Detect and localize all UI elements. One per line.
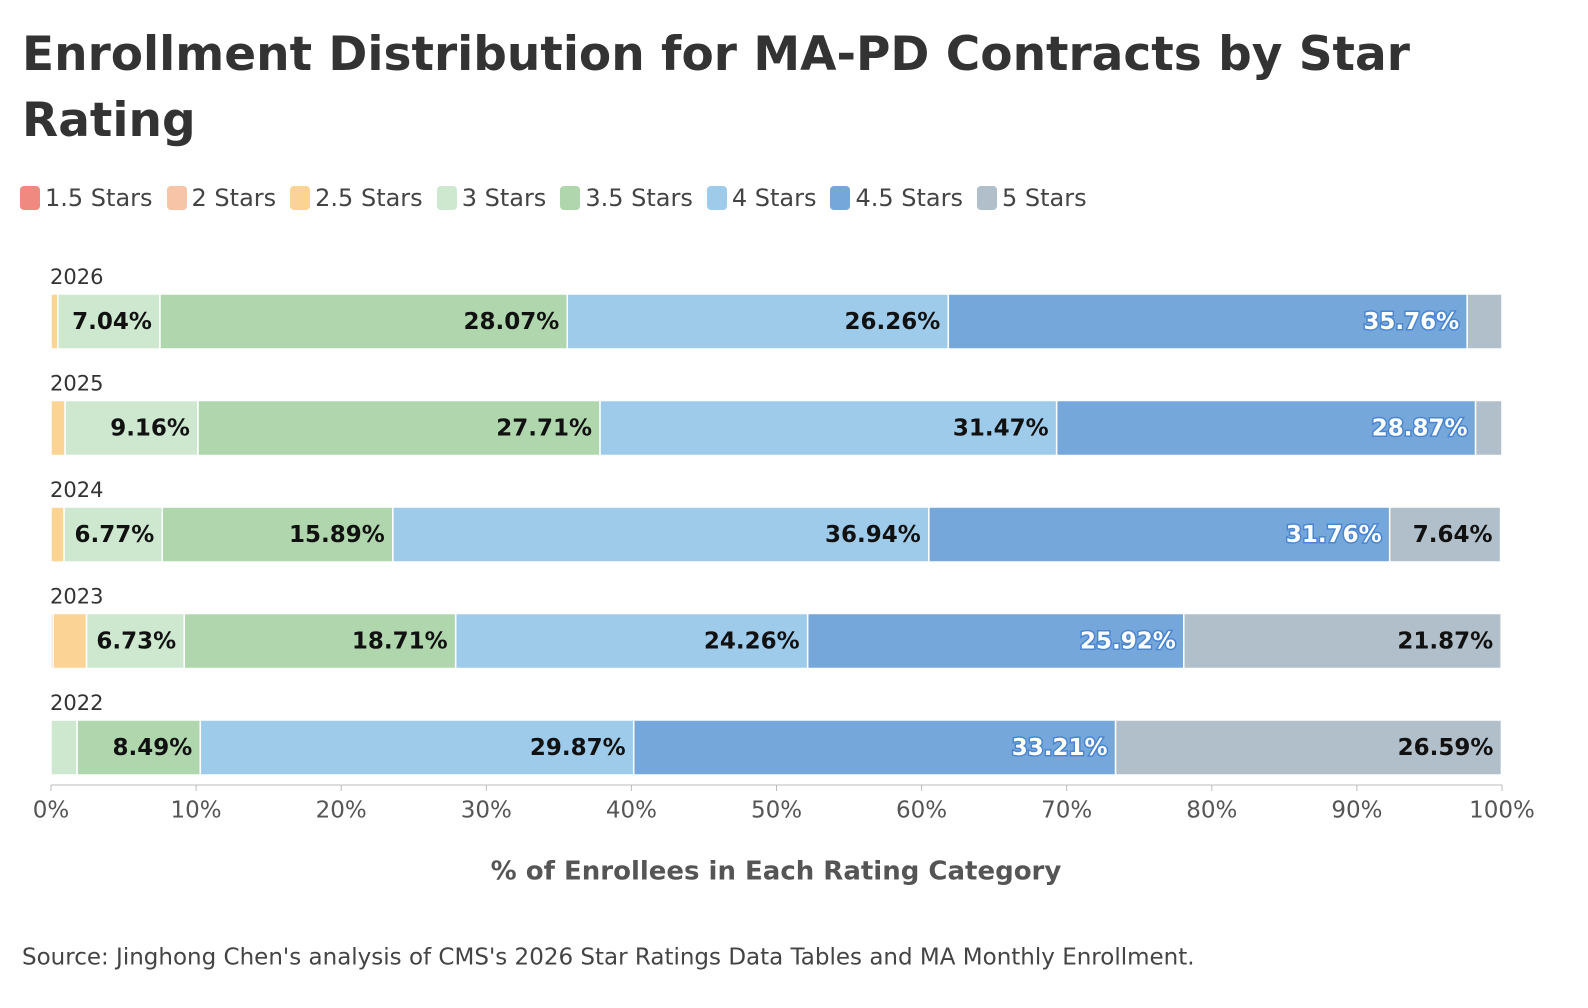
data-label: 29.87%: [530, 735, 626, 761]
bar-segment: [50, 293, 59, 350]
bar-segment: [183, 612, 457, 670]
x-tick-label: 20%: [316, 798, 367, 824]
x-tick-label: 50%: [751, 798, 802, 824]
bar-segment: [1474, 399, 1503, 457]
data-label: 35.76%: [1363, 309, 1459, 335]
legend-label: 4.5 Stars: [855, 184, 963, 212]
bar-segment: [50, 719, 78, 776]
x-tick-label: 30%: [461, 798, 512, 824]
y-tick-label: 2025: [50, 372, 103, 396]
x-axis-label: % of Enrollees in Each Rating Category: [491, 857, 1062, 887]
legend-label: 2.5 Stars: [315, 184, 423, 212]
data-label: 15.89%: [289, 522, 385, 548]
data-label: 26.26%: [845, 309, 941, 335]
bar-segment: [1183, 612, 1502, 670]
data-label: 31.76%: [1286, 522, 1382, 548]
bar-segment: [159, 293, 569, 350]
data-label: 9.16%: [110, 416, 190, 442]
legend-item: 3.5 Stars: [560, 184, 693, 212]
bar-segment: [1388, 506, 1502, 563]
legend-item: 2.5 Stars: [290, 184, 423, 212]
legend-label: 3 Stars: [461, 184, 547, 212]
x-tick-label: 80%: [1186, 798, 1237, 824]
legend-swatch: [290, 186, 311, 210]
y-tick-label: 2023: [50, 585, 103, 609]
data-label: 7.64%: [1413, 522, 1493, 548]
legend-item: 4.5 Stars: [830, 184, 963, 212]
data-label: 24.26%: [704, 629, 800, 655]
x-tick-label: 70%: [1041, 798, 1092, 824]
legend-swatch: [706, 186, 727, 210]
legend-swatch: [830, 186, 851, 210]
bar-segment: [50, 399, 66, 457]
data-label: 26.59%: [1398, 735, 1494, 761]
data-label: 36.94%: [825, 522, 921, 548]
x-tick-label: 100%: [1469, 798, 1535, 824]
data-label: 6.73%: [96, 629, 176, 655]
data-label: 31.47%: [953, 416, 1049, 442]
bar-segment: [599, 399, 1058, 457]
bar-segment: [199, 719, 635, 776]
bar-segment: [1466, 293, 1503, 350]
data-label: 33.21%: [1012, 735, 1108, 761]
legend-label: 2 Stars: [191, 184, 277, 212]
legend: 1.5 Stars 2 Stars 2.5 Stars 3 Stars 3.5 Star…: [20, 184, 1087, 212]
y-tick-label: 2022: [50, 691, 103, 715]
y-tick-label: 2024: [50, 478, 103, 502]
bar-segment: [1055, 399, 1477, 457]
x-tick-label: 0%: [33, 798, 70, 824]
x-tick-label: 90%: [1331, 798, 1382, 824]
legend-swatch: [166, 186, 187, 210]
bar-segment: [85, 612, 185, 670]
legend-swatch: [436, 186, 457, 210]
data-label: 28.07%: [463, 309, 559, 335]
bar-segment: [806, 612, 1185, 670]
legend-label: 1.5 Stars: [45, 184, 153, 212]
bar-segment: [947, 293, 1468, 350]
legend-swatch: [560, 186, 581, 210]
data-label: 25.92%: [1080, 629, 1176, 655]
chart-title: Enrollment Distribution for MA-PD Contra…: [22, 27, 1410, 148]
bar-segment: [454, 612, 809, 670]
bar-segment: [928, 506, 1391, 563]
x-tick-label: 10%: [171, 798, 222, 824]
bar-segment: [392, 506, 930, 563]
data-label: 18.71%: [352, 629, 448, 655]
data-label: 21.87%: [1397, 629, 1493, 655]
bar-segment: [197, 399, 601, 457]
source: Source: Jinghong Chen's analysis of CMS'…: [22, 945, 1195, 971]
legend-label: 4 Stars: [731, 184, 817, 212]
legend-swatch: [977, 186, 997, 210]
x-tick-label: 40%: [606, 798, 657, 824]
bar-segment: [161, 506, 394, 563]
bar-segment: [1114, 719, 1503, 776]
bar-segment: [50, 506, 65, 563]
legend-label: 5 Stars: [1002, 184, 1087, 212]
bar-segment: [57, 293, 161, 350]
legend-swatch: [20, 186, 40, 210]
bar-segment: [52, 612, 88, 670]
data-label: 8.49%: [113, 735, 193, 761]
legend-item: 4 Stars: [706, 184, 817, 212]
legend-item: 2 Stars: [166, 184, 277, 212]
legend-item: 5 Stars: [977, 184, 1087, 212]
data-label: 28.87%: [1372, 416, 1468, 442]
legend-item: 3 Stars: [436, 184, 547, 212]
bar-segment: [64, 399, 199, 457]
legend-item: 1.5 Stars: [20, 184, 153, 212]
data-label: 7.04%: [72, 309, 152, 335]
y-tick-label: 2026: [50, 265, 103, 289]
data-label: 27.71%: [496, 416, 592, 442]
x-tick-label: 60%: [896, 798, 947, 824]
bar-segment: [566, 293, 950, 350]
data-label: 6.77%: [74, 522, 154, 548]
legend-label: 3.5 Stars: [585, 184, 693, 212]
